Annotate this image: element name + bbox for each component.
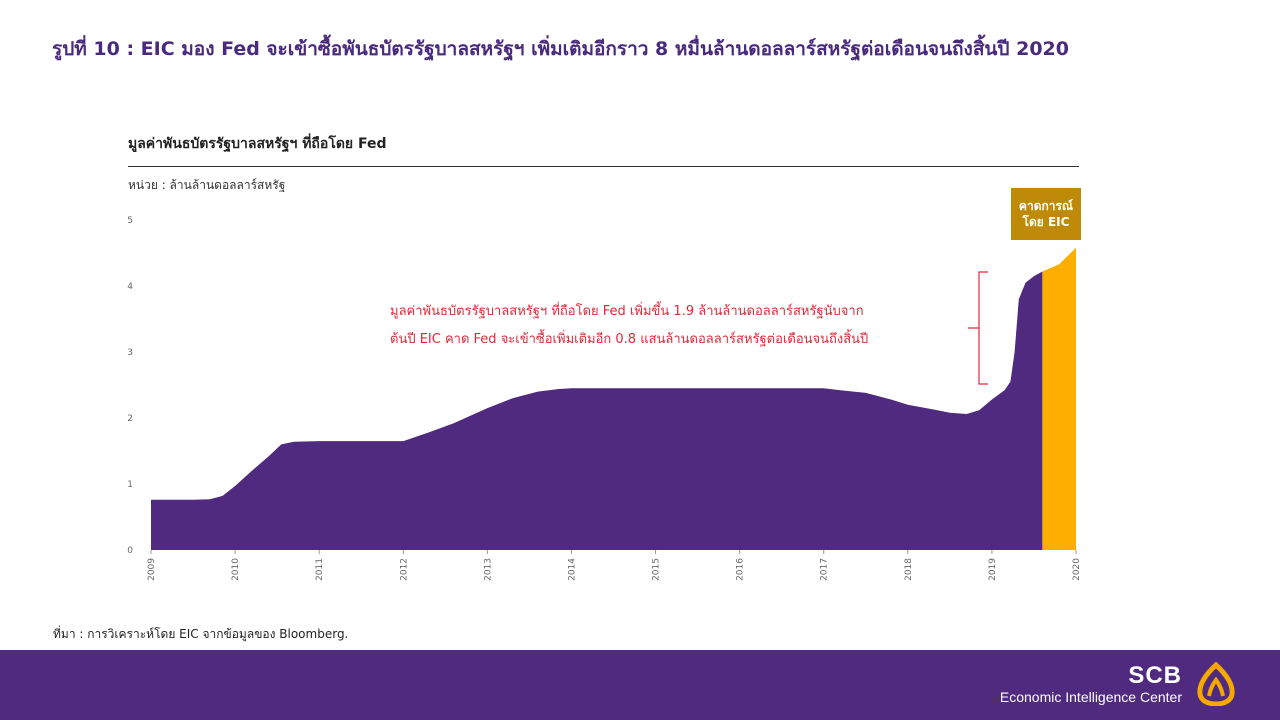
x-tick-label: 2016 — [736, 558, 746, 581]
forecast-label-box: คาดการณ์ โดย EIC — [1011, 188, 1081, 240]
forecast-label-line2: โดย EIC — [1022, 215, 1070, 229]
x-tick-label: 2015 — [652, 558, 662, 581]
forecast-label-line1: คาดการณ์ — [1018, 199, 1074, 213]
slide-title: รูปที่ 10 : EIC มอง Fed จะเข้าซื้อพันธบั… — [52, 38, 1069, 60]
annotation-line-2: ต้นปี EIC คาด Fed จะเข้าซื้อเพิ่มเติมอีก… — [390, 332, 869, 347]
footer-bar: SCB Economic Intelligence Center — [0, 650, 1280, 720]
x-tick-label: 2012 — [399, 558, 409, 581]
chart-title: มูลค่าพันธบัตรรัฐบาลสหรัฐฯ ที่ถือโดย Fed — [128, 136, 387, 152]
brand-name: SCB — [1128, 662, 1182, 689]
y-tick-label: 3 — [127, 348, 133, 358]
x-tick-label: 2018 — [904, 558, 914, 581]
x-tick-label: 2020 — [1072, 558, 1082, 581]
x-tick-label: 2019 — [988, 558, 998, 581]
y-tick-label: 4 — [127, 282, 133, 292]
y-tick-label: 0 — [127, 546, 133, 556]
brand-subtitle: Economic Intelligence Center — [999, 689, 1182, 705]
y-axis-ticks: 0 1 2 3 4 5 — [127, 216, 133, 556]
y-tick-label: 1 — [127, 480, 133, 490]
annotation-line-1: มูลค่าพันธบัตรรัฐบาลสหรัฐฯ ที่ถือโดย Fed… — [390, 304, 864, 319]
x-tick-label: 2013 — [483, 558, 493, 581]
actual-holdings-area — [151, 271, 1043, 550]
x-tick-label: 2011 — [315, 558, 325, 581]
x-tick-label: 2010 — [231, 558, 241, 581]
unit-label: หน่วย : ล้านล้านดอลลาร์สหรัฐ — [128, 178, 286, 192]
x-axis-ticks: 2009 2010 2011 2012 2013 2014 2015 2016 2017 2018… — [147, 550, 1082, 581]
x-tick-label: 2014 — [567, 558, 577, 581]
y-tick-label: 5 — [127, 216, 133, 226]
chart-annotation: มูลค่าพันธบัตรรัฐบาลสหรัฐฯ ที่ถือโดย Fed… — [390, 298, 960, 354]
source-note: ที่มา : การวิเคราะห์โดย EIC จากข้อมูลของ… — [53, 627, 349, 641]
scb-lotus-icon — [1197, 662, 1235, 706]
x-tick-label: 2009 — [147, 558, 157, 581]
chart-title-divider — [128, 166, 1079, 167]
y-tick-label: 2 — [127, 414, 133, 424]
x-tick-label: 2017 — [820, 558, 830, 581]
annotation-bracket — [968, 271, 988, 385]
forecast-holdings-area — [1042, 247, 1076, 550]
